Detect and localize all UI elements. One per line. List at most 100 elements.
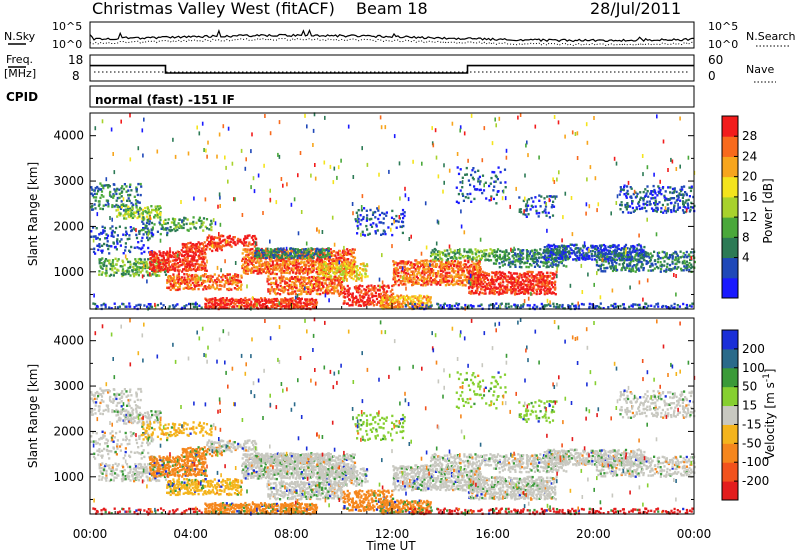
- power-cell: [178, 226, 181, 229]
- power-cell: [515, 255, 518, 258]
- power-cell: [433, 278, 436, 281]
- power-cell: [229, 244, 232, 247]
- power-cell: [427, 282, 430, 285]
- power-cell: [246, 250, 249, 253]
- power-cell: [220, 284, 223, 288]
- power-cell: [446, 282, 449, 285]
- power-cell: [265, 256, 268, 259]
- power-cell: [322, 252, 325, 255]
- power-cell: [341, 264, 344, 268]
- power-cell: [472, 272, 475, 276]
- power-cell: [297, 304, 300, 307]
- power-cell: [404, 272, 408, 275]
- power-cell: [277, 283, 280, 287]
- power-cell: [255, 237, 258, 241]
- power-cell: [313, 275, 316, 279]
- power-cell: [383, 294, 386, 297]
- power-cell: [160, 265, 163, 269]
- power-cell: [283, 286, 286, 289]
- power-cell: [350, 252, 353, 256]
- power-cell: [298, 288, 301, 291]
- power-cell: [490, 286, 493, 289]
- power-cell: [626, 251, 629, 254]
- power-cell: [631, 267, 634, 270]
- power-cell: [242, 263, 245, 266]
- power-cell: [228, 304, 231, 307]
- power-cell: [122, 203, 125, 206]
- power-cell: [167, 278, 170, 281]
- power-cell: [244, 248, 247, 251]
- power-cell: [289, 248, 292, 252]
- power-cell: [643, 245, 646, 249]
- power-cell: [308, 268, 311, 271]
- power-cell: [596, 245, 599, 248]
- power-cell: [252, 271, 255, 274]
- power-cell: [107, 186, 110, 189]
- power-cell: [149, 263, 152, 266]
- power-cell: [388, 306, 391, 309]
- power-cell: [296, 303, 299, 306]
- cpid-value: normal (fast) -151 IF: [95, 93, 235, 107]
- power-cell: [203, 245, 206, 248]
- power-cell: [654, 259, 657, 262]
- power-cell: [102, 195, 105, 198]
- power-cell: [342, 279, 345, 282]
- power-cell: [430, 260, 433, 263]
- power-cell: [163, 270, 167, 274]
- power-cell: [195, 243, 198, 246]
- power-cell: [686, 266, 689, 270]
- power-cell: [506, 286, 509, 289]
- power-cell: [328, 259, 331, 263]
- power-cell: [304, 270, 308, 273]
- power-cell: [511, 276, 515, 279]
- power-cell: [366, 291, 369, 294]
- power-cell: [246, 248, 249, 251]
- power-cell: [171, 229, 174, 232]
- power-cell: [410, 261, 413, 264]
- power-cell: [260, 249, 263, 252]
- power-cell: [304, 302, 307, 305]
- power-cell: [309, 271, 312, 274]
- power-cell: [555, 248, 559, 251]
- power-cell: [549, 271, 552, 275]
- power-cell: [394, 261, 398, 264]
- power-cell: [135, 186, 138, 189]
- power-cell: [311, 256, 314, 260]
- power-cell: [374, 286, 377, 290]
- power-cell: [198, 216, 201, 219]
- power-cell: [146, 232, 149, 235]
- power-cell: [273, 307, 277, 310]
- power-cell: [471, 252, 474, 256]
- power-cell: [177, 256, 180, 260]
- power-cell: [474, 291, 477, 295]
- power-cell: [552, 253, 555, 256]
- power-cell: [444, 263, 447, 267]
- power-cell: [412, 298, 415, 301]
- power-cell: [292, 257, 295, 260]
- power-cell: [285, 305, 288, 308]
- power-cell: [450, 274, 453, 277]
- power-cell: [349, 292, 352, 296]
- power-cell: [483, 249, 486, 252]
- power-cell: [282, 258, 285, 261]
- power-cell: [355, 274, 358, 278]
- power-cell: [478, 260, 481, 263]
- power-cell: [411, 270, 414, 273]
- power-cell: [138, 215, 141, 218]
- power-cell: [550, 283, 553, 287]
- power-cell: [629, 262, 632, 266]
- power-cell: [138, 213, 141, 216]
- power-cell: [243, 304, 246, 308]
- power-cell: [417, 299, 420, 303]
- power-cell: [128, 215, 131, 219]
- power-cell: [203, 257, 206, 261]
- power-cell: [499, 285, 502, 288]
- power-cell: [286, 303, 290, 306]
- power-cell: [457, 282, 460, 286]
- power-cell: [322, 278, 325, 282]
- power-cell: [196, 246, 199, 249]
- power-cell: [211, 275, 214, 278]
- power-cell: [244, 257, 247, 261]
- power-cell: [218, 280, 221, 283]
- power-cell: [186, 254, 189, 257]
